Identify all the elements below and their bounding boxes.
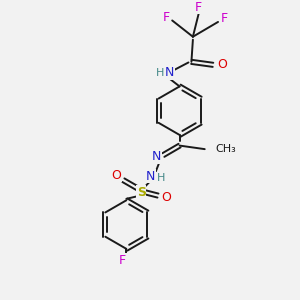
Text: S: S bbox=[136, 185, 146, 199]
Text: N: N bbox=[165, 66, 175, 79]
Text: F: F bbox=[163, 11, 170, 24]
Text: F: F bbox=[220, 13, 227, 26]
Text: O: O bbox=[217, 58, 227, 71]
Text: F: F bbox=[119, 254, 126, 267]
Text: N: N bbox=[146, 170, 156, 183]
Text: O: O bbox=[161, 191, 171, 204]
Text: H: H bbox=[156, 68, 164, 78]
Text: F: F bbox=[195, 1, 203, 13]
Text: N: N bbox=[152, 150, 161, 163]
Text: H: H bbox=[157, 173, 165, 183]
Text: O: O bbox=[112, 169, 122, 182]
Text: CH₃: CH₃ bbox=[215, 144, 236, 154]
